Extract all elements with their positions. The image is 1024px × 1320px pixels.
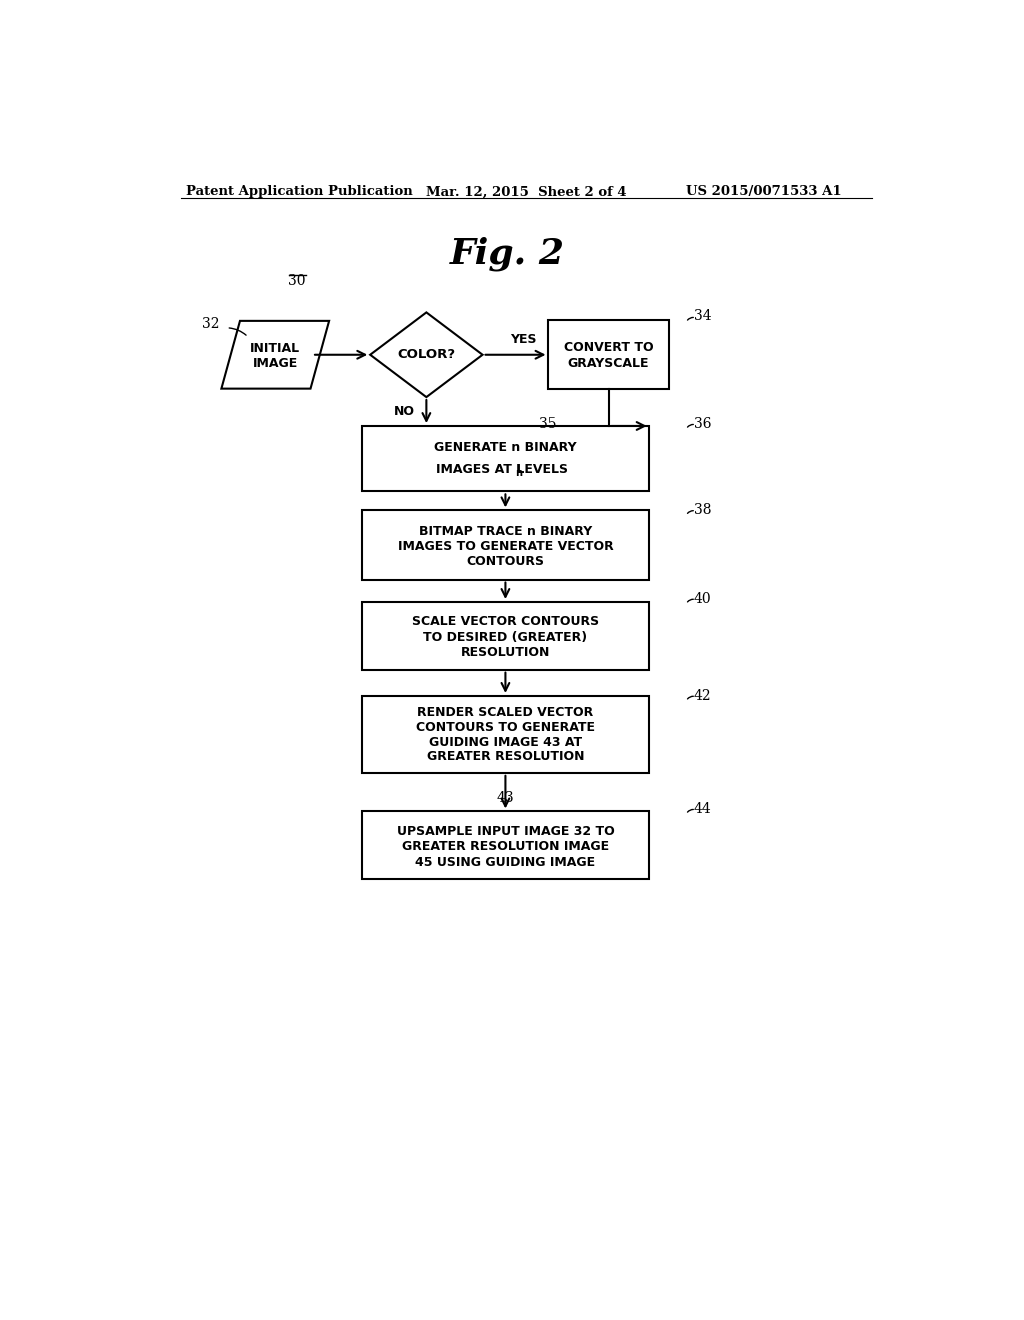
Text: IMAGES AT L: IMAGES AT L: [436, 463, 524, 477]
Text: Fig. 2: Fig. 2: [451, 238, 565, 272]
Text: GREATER RESOLUTION: GREATER RESOLUTION: [427, 750, 584, 763]
Text: 38: 38: [693, 503, 712, 517]
Text: GUIDING IMAGE 43 AT: GUIDING IMAGE 43 AT: [429, 735, 582, 748]
Text: LEVELS: LEVELS: [512, 463, 568, 477]
Text: 30: 30: [288, 275, 306, 288]
Text: CONTOURS TO GENERATE: CONTOURS TO GENERATE: [416, 721, 595, 734]
Text: 35: 35: [539, 417, 556, 432]
Text: BITMAP TRACE n BINARY: BITMAP TRACE n BINARY: [419, 525, 592, 539]
Text: NO: NO: [394, 405, 415, 418]
Text: INITIAL: INITIAL: [250, 342, 300, 355]
Text: US 2015/0071533 A1: US 2015/0071533 A1: [686, 185, 842, 198]
Text: SCALE VECTOR CONTOURS: SCALE VECTOR CONTOURS: [412, 615, 599, 628]
Text: 32: 32: [202, 317, 219, 331]
Text: 45 USING GUIDING IMAGE: 45 USING GUIDING IMAGE: [416, 855, 596, 869]
Text: Patent Application Publication: Patent Application Publication: [186, 185, 413, 198]
Text: CONVERT TO: CONVERT TO: [563, 341, 653, 354]
Text: UPSAMPLE INPUT IMAGE 32 TO: UPSAMPLE INPUT IMAGE 32 TO: [396, 825, 614, 838]
Text: RESOLUTION: RESOLUTION: [461, 647, 550, 659]
Text: Mar. 12, 2015  Sheet 2 of 4: Mar. 12, 2015 Sheet 2 of 4: [426, 185, 627, 198]
Text: TO DESIRED (GREATER): TO DESIRED (GREATER): [423, 631, 588, 644]
Text: 40: 40: [693, 591, 712, 606]
Text: 34: 34: [693, 309, 712, 323]
Text: 43: 43: [497, 791, 514, 804]
Text: IMAGE: IMAGE: [253, 358, 298, 371]
Text: IMAGES TO GENERATE VECTOR: IMAGES TO GENERATE VECTOR: [397, 540, 613, 553]
Text: CONTOURS: CONTOURS: [466, 556, 545, 569]
Text: 36: 36: [693, 417, 712, 432]
Text: YES: YES: [510, 333, 537, 346]
Text: GREATER RESOLUTION IMAGE: GREATER RESOLUTION IMAGE: [401, 841, 609, 853]
Text: 44: 44: [693, 803, 712, 816]
Text: COLOR?: COLOR?: [397, 348, 456, 362]
Text: 42: 42: [693, 689, 712, 702]
Text: GRAYSCALE: GRAYSCALE: [567, 358, 649, 371]
Text: RENDER SCALED VECTOR: RENDER SCALED VECTOR: [418, 706, 594, 719]
Text: GENERATE n BINARY: GENERATE n BINARY: [434, 441, 577, 454]
Text: n: n: [515, 467, 522, 478]
